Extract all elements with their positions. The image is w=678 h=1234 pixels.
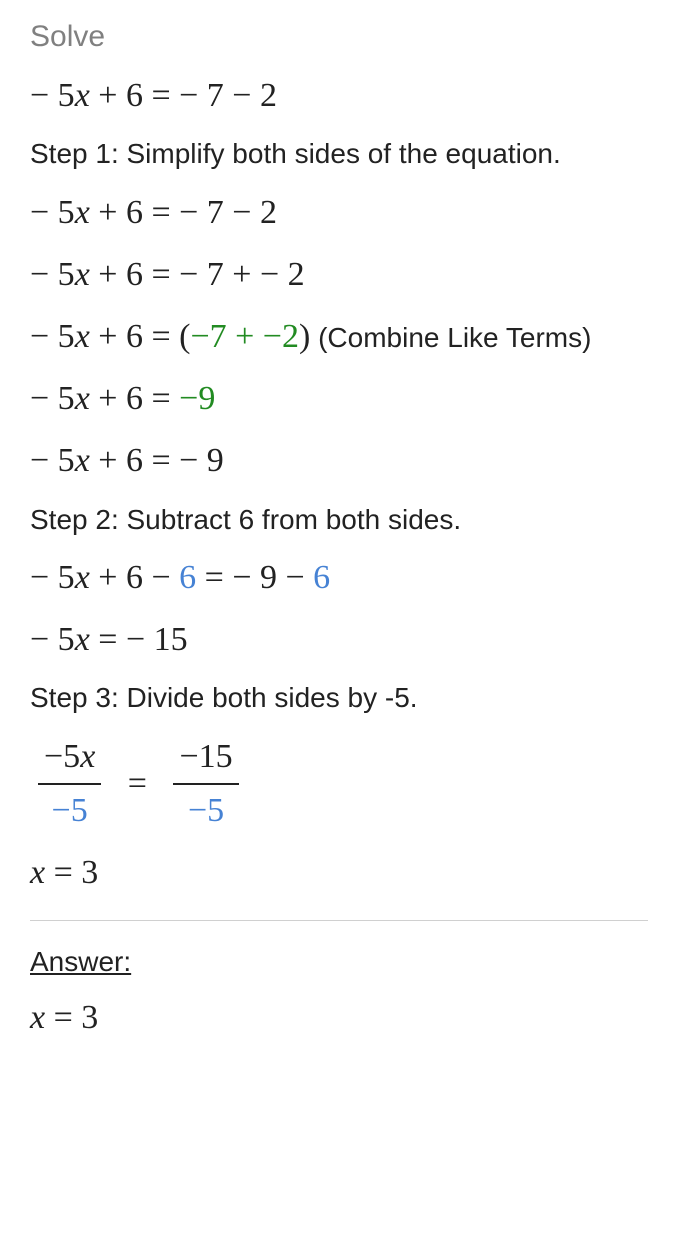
eq-x: x [75, 194, 90, 231]
num-a: −5 [44, 738, 80, 775]
step2-label: Step 2: Subtract 6 from both sides. [30, 502, 648, 538]
step1-line1: − 5x + 6 = − 7 − 2 [30, 191, 648, 235]
eq-part: + 6 = ( [90, 318, 191, 355]
eq-lhs: − 5 [30, 77, 75, 114]
step1-line2: − 5x + 6 = − 7 + − 2 [30, 253, 648, 297]
main-equation: − 5x + 6 = − 7 − 2 [30, 74, 648, 118]
divider-line [30, 920, 648, 921]
eq-blue: 6 [313, 559, 330, 596]
eq-x: x [30, 854, 45, 891]
combine-note: (Combine Like Terms) [310, 322, 591, 353]
eq-green: −7 + −2 [190, 318, 299, 355]
eq-x: x [75, 380, 90, 417]
eq-part: − 5 [30, 380, 75, 417]
fraction-left: −5x −5 [38, 735, 101, 833]
eq-x: x [75, 256, 90, 293]
eq-part: + 6 − [90, 559, 179, 596]
eq-blue: 6 [179, 559, 196, 596]
eq-part: − 5 [30, 621, 75, 658]
eq-part: + 6 = − 9 [90, 442, 224, 479]
eq-x: x [75, 318, 90, 355]
step1-line4: − 5x + 6 = −9 [30, 377, 648, 421]
step2-line2: − 5x = − 15 [30, 618, 648, 662]
eq-part: − 5 [30, 442, 75, 479]
eq-part: + 6 = − 7 − 2 [90, 194, 277, 231]
eq-x: x [75, 77, 90, 114]
eq-x: x [75, 559, 90, 596]
eq-rest: + 6 = − 7 − 2 [90, 77, 277, 114]
answer-equation: x = 3 [30, 996, 648, 1040]
eq-x: x [75, 442, 90, 479]
step1-line3: − 5x + 6 = (−7 + −2) (Combine Like Terms… [30, 315, 648, 359]
step1-line5: − 5x + 6 = − 9 [30, 439, 648, 483]
eq-x: x [30, 999, 45, 1036]
eq-part: = 3 [45, 999, 98, 1036]
solve-heading: Solve [30, 20, 648, 54]
eq-part: − 5 [30, 318, 75, 355]
equals-sign: = [128, 765, 147, 802]
eq-part: = − 15 [90, 621, 188, 658]
eq-part: = 3 [45, 854, 98, 891]
eq-part: − 5 [30, 256, 75, 293]
step3-fraction-line: −5x −5 = −15 −5 [30, 735, 648, 833]
frac-num: −15 [173, 735, 238, 785]
frac-num: −5x [38, 735, 101, 785]
step2-line1: − 5x + 6 − 6 = − 9 − 6 [30, 556, 648, 600]
eq-part: − 5 [30, 194, 75, 231]
eq-part: ) [299, 318, 310, 355]
frac-den: −5 [38, 785, 101, 833]
eq-part: − 5 [30, 559, 75, 596]
answer-label: Answer: [30, 946, 648, 978]
fraction-right: −15 −5 [173, 735, 238, 833]
eq-part: + 6 = [90, 380, 179, 417]
num-x: x [80, 738, 95, 775]
step3-result: x = 3 [30, 851, 648, 895]
step1-label: Step 1: Simplify both sides of the equat… [30, 136, 648, 172]
eq-part: = − 9 − [196, 559, 313, 596]
frac-den: −5 [173, 785, 238, 833]
step3-label: Step 3: Divide both sides by -5. [30, 680, 648, 716]
eq-green: −9 [179, 380, 215, 417]
eq-x: x [75, 621, 90, 658]
eq-part: + 6 = − 7 + − 2 [90, 256, 305, 293]
